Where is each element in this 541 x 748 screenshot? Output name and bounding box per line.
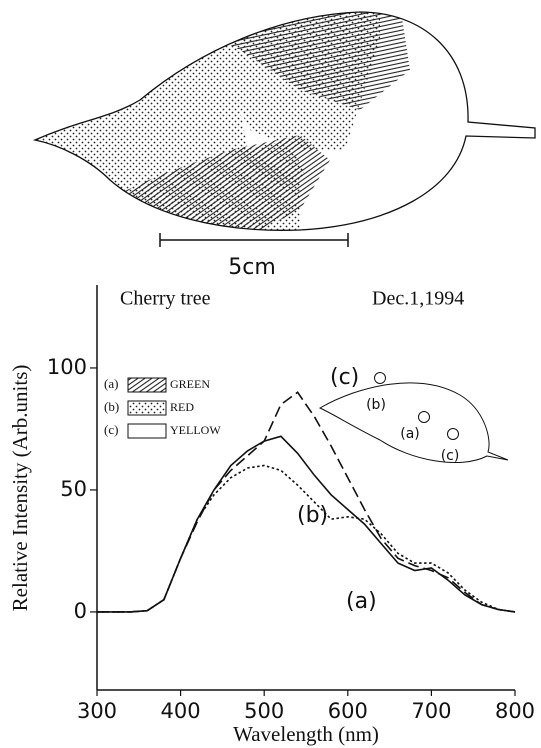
y-tick-label: 100 [47, 355, 87, 379]
legend-swatch [128, 401, 166, 415]
figure: 5cm Cherry tree Dec.1,1994 Wavelength (n… [0, 0, 541, 748]
legend-label: GREEN [170, 377, 210, 391]
y-axis-title: Relative Intensity (Arb.units) [8, 365, 32, 612]
inset-label: (c) [441, 448, 460, 464]
curve-label: (b) [297, 503, 328, 528]
curve-label: (c) [330, 365, 359, 390]
legend-swatch [128, 424, 166, 438]
scale-bar [160, 233, 348, 247]
series-line [97, 466, 515, 612]
scale-bar-label: 5cm [228, 255, 276, 280]
x-tick-label: 400 [161, 699, 201, 723]
curve-label: (a) [346, 589, 377, 614]
legend-label: YELLOW [170, 423, 221, 437]
legend-key: (c) [104, 422, 118, 437]
inset-label: (a) [400, 426, 420, 442]
inset-label: (b) [366, 397, 386, 413]
x-tick-label: 800 [495, 699, 535, 723]
y-tick-label: 0 [74, 599, 87, 623]
x-tick-label: 300 [77, 699, 117, 723]
legend-key: (a) [104, 376, 118, 391]
leaf-drawing [30, 0, 535, 240]
legend-label: RED [170, 400, 194, 414]
x-tick-label: 500 [244, 699, 284, 723]
chart-subtitle: Dec.1,1994 [372, 288, 464, 310]
x-tick-label: 600 [328, 699, 368, 723]
chart-title: Cherry tree [120, 288, 211, 310]
x-axis-title: Wavelength (nm) [233, 722, 379, 746]
legend-key: (b) [104, 399, 119, 414]
legend-swatch [128, 378, 166, 392]
y-tick-label: 50 [60, 477, 87, 501]
x-tick-label: 700 [411, 699, 451, 723]
